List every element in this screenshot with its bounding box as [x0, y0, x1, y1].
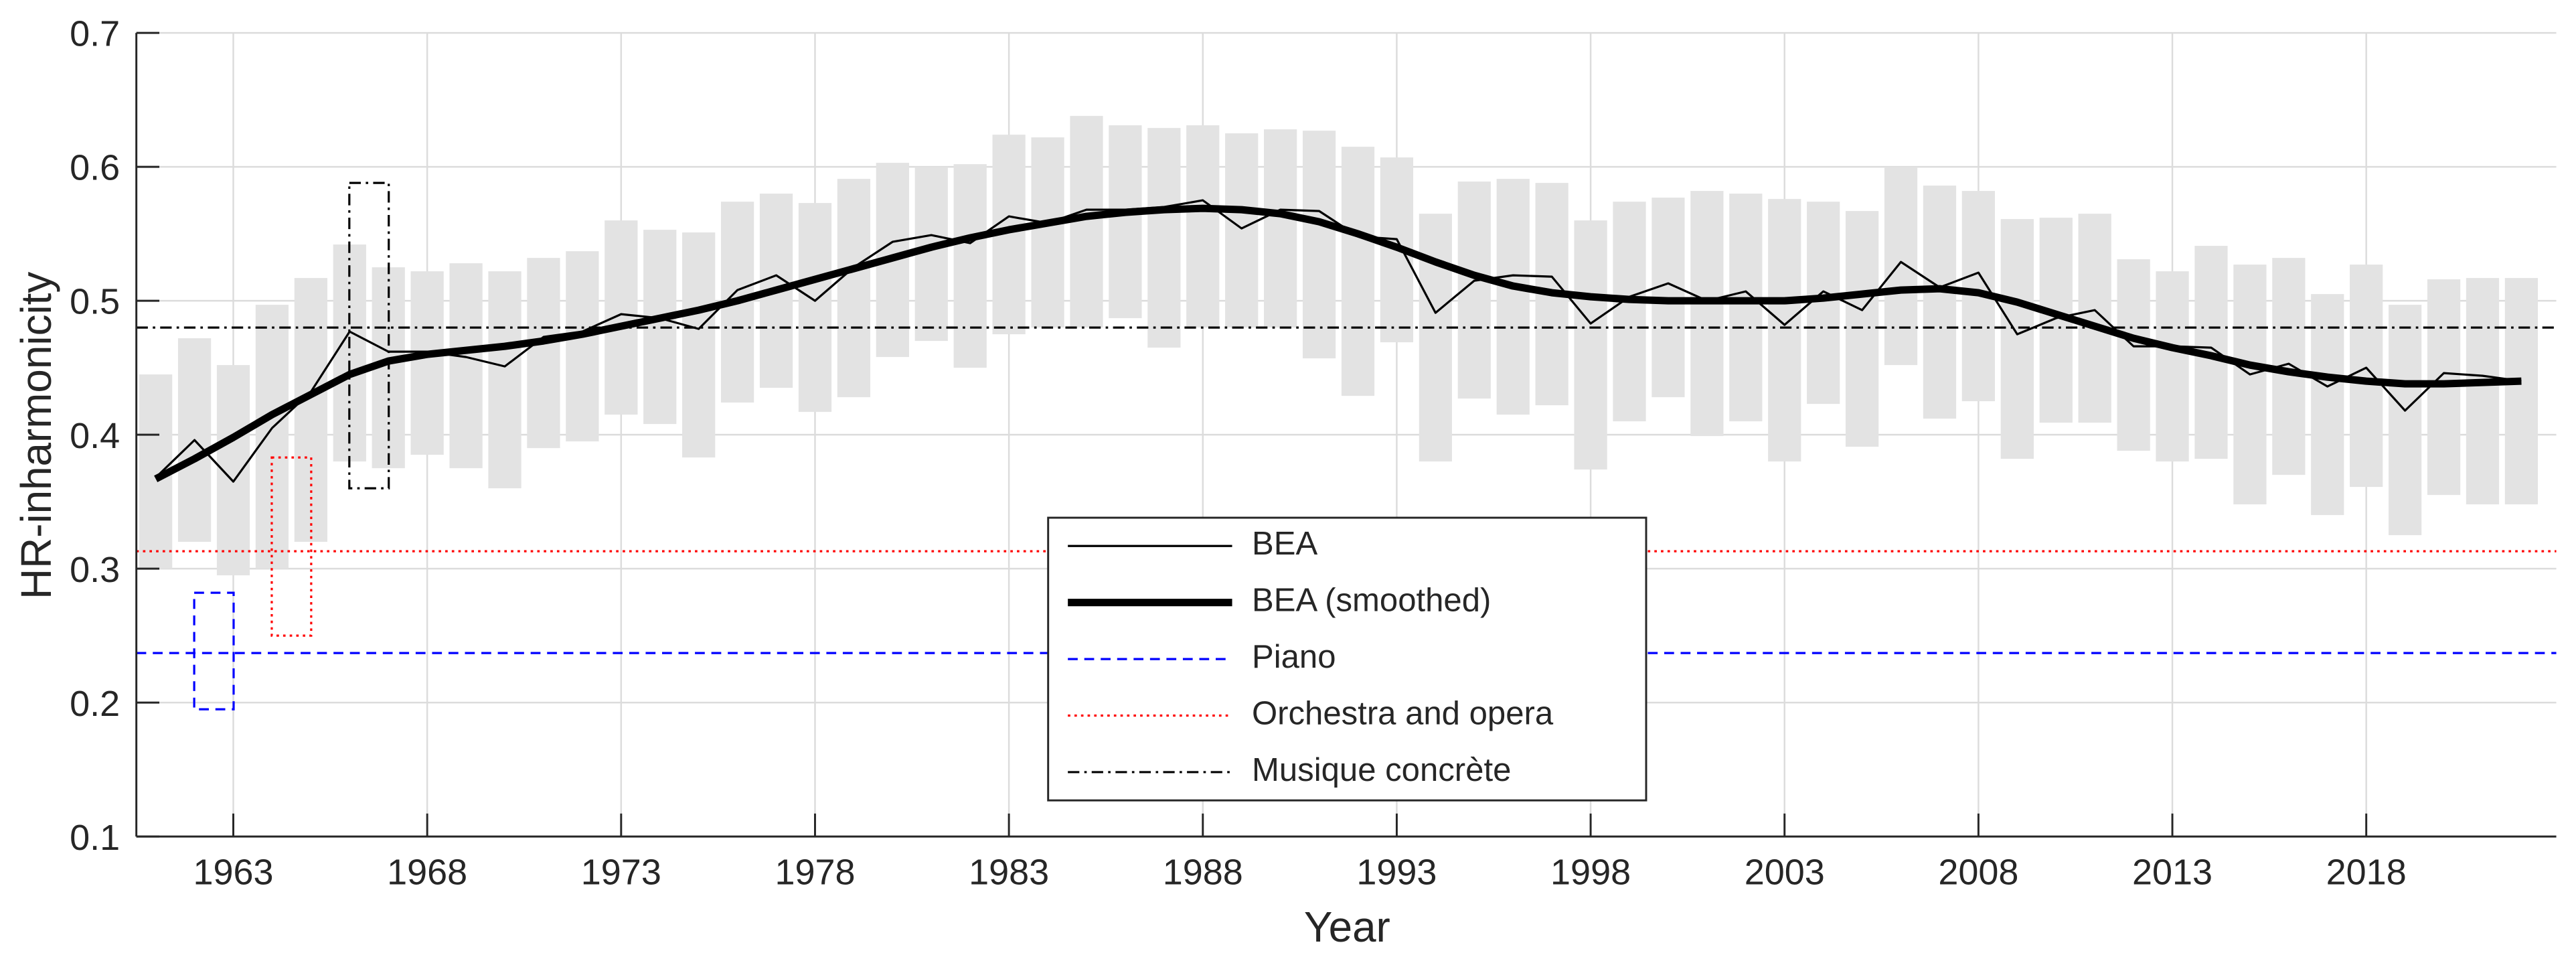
x-tick-label: 1998 — [1550, 852, 1631, 892]
range-bar — [1302, 131, 1336, 359]
range-bar — [1341, 147, 1375, 396]
range-bar — [1147, 128, 1181, 348]
range-bar — [2000, 219, 2034, 459]
y-tick-label: 0.1 — [70, 818, 120, 858]
range-bar — [1574, 220, 1607, 470]
x-tick-label: 2013 — [2132, 852, 2212, 892]
range-bar — [1186, 125, 1220, 328]
range-bar — [488, 271, 521, 489]
range-bar — [2389, 305, 2422, 536]
y-tick-label: 0.6 — [70, 148, 120, 188]
reference-box — [270, 456, 313, 637]
x-tick-label: 1978 — [775, 852, 855, 892]
y-tick-label: 0.2 — [70, 684, 120, 724]
range-bar — [2504, 278, 2539, 505]
x-tick-label: 1963 — [193, 852, 273, 892]
range-bar — [1807, 202, 1840, 404]
range-bar — [2350, 265, 2383, 488]
range-bar — [2156, 271, 2189, 462]
range-bar — [255, 305, 289, 569]
range-bar — [566, 251, 599, 442]
y-tick-label: 0.3 — [70, 550, 120, 590]
range-bar — [1031, 137, 1064, 328]
y-tick-label: 0.5 — [70, 282, 120, 322]
y-tick-label: 0.7 — [70, 14, 120, 54]
range-bar — [1496, 179, 1530, 415]
legend-label: BEA — [1252, 526, 1317, 562]
range-bar — [2117, 259, 2150, 451]
range-bar — [527, 258, 560, 449]
legend-label: Orchestra and opera — [1252, 695, 1554, 731]
legend-box — [1047, 516, 1647, 802]
range-bar — [953, 164, 987, 368]
range-bar — [1884, 167, 1918, 366]
data-line — [154, 204, 2522, 483]
reference-box — [348, 181, 390, 490]
range-bar — [2311, 294, 2344, 516]
range-bar — [1613, 202, 1646, 422]
range-bar — [1923, 186, 1957, 419]
range-bar — [2233, 265, 2267, 505]
x-tick-label: 1983 — [969, 852, 1049, 892]
range-bar — [2466, 278, 2500, 505]
legend-label: BEA (smoothed) — [1252, 583, 1491, 619]
range-bar — [333, 244, 366, 462]
range-bar — [1225, 133, 1259, 328]
range-bar — [1729, 194, 1763, 422]
range-bar — [410, 271, 444, 455]
legend-label: Piano — [1252, 639, 1336, 675]
x-tick-label: 1973 — [581, 852, 661, 892]
x-tick-label: 2008 — [1938, 852, 2018, 892]
x-tick-label: 1968 — [387, 852, 467, 892]
range-bar — [837, 179, 871, 398]
x-tick-label: 1988 — [1163, 852, 1243, 892]
legend: BEA BEA (smoothed) Piano Orchestra and oper… — [1047, 516, 1647, 802]
range-bar — [1109, 125, 1142, 319]
data-line — [155, 199, 2522, 483]
range-bar — [1264, 129, 1297, 328]
range-bar — [294, 278, 327, 542]
y-axis-label: HR-inharmonicity — [12, 272, 60, 599]
reference-box — [193, 591, 235, 711]
x-tick-label: 1993 — [1356, 852, 1437, 892]
legend-label: Musique concrète — [1252, 752, 1511, 788]
x-tick-label: 2018 — [2326, 852, 2407, 892]
range-bar — [605, 220, 638, 415]
range-bar — [1768, 199, 1801, 462]
range-bar — [1845, 211, 1879, 447]
range-bar — [1419, 214, 1452, 462]
range-bar — [2078, 214, 2111, 423]
range-bar — [1690, 191, 1724, 437]
y-tick-label: 0.4 — [70, 416, 120, 456]
range-bar — [798, 203, 832, 413]
x-tick-label: 2003 — [1745, 852, 1825, 892]
x-axis-label: Year — [1304, 903, 1390, 951]
range-bar — [682, 232, 716, 458]
range-bar — [449, 263, 483, 469]
